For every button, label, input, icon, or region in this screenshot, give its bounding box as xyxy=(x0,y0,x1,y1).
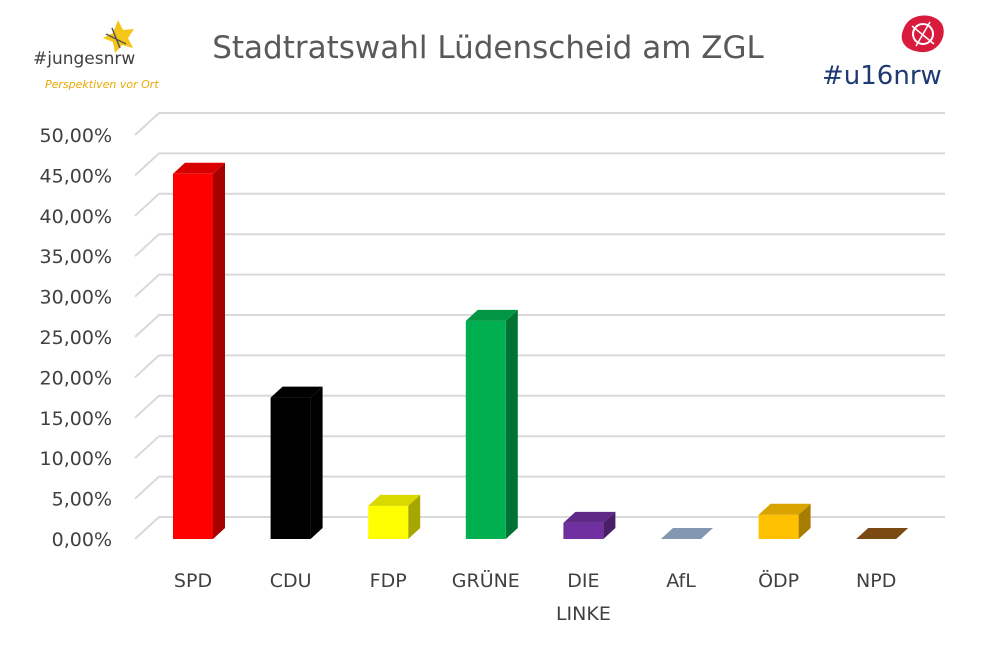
y-tick-label: 40,00% xyxy=(40,206,112,228)
y-tick-label: 50,00% xyxy=(40,125,112,147)
x-tick-label: LINKE xyxy=(556,603,611,625)
y-tick-label: 20,00% xyxy=(40,367,112,389)
y-tick-label: 5,00% xyxy=(52,489,112,511)
bars xyxy=(173,162,909,539)
y-tick-label: 35,00% xyxy=(40,246,112,268)
bar-grüne xyxy=(465,309,518,539)
gridline xyxy=(134,192,945,217)
gridline xyxy=(134,516,945,540)
y-tick-label: 0,00% xyxy=(52,529,112,551)
y-axis-ticks: 0,00% 5,00% 10,00% 15,00% 20,00% 25,00% 30,00%… xyxy=(40,125,112,551)
left-logo-text: #jungesnrw xyxy=(33,49,135,69)
bar-afl xyxy=(661,528,713,539)
star-icon xyxy=(103,20,134,53)
bar-die-linke xyxy=(563,511,616,539)
bar-npd xyxy=(856,528,909,539)
x-tick-label: SPD xyxy=(174,570,212,592)
u16nrw-logo: #u16nrw xyxy=(822,15,944,91)
gridline xyxy=(134,152,945,177)
x-tick-label: ÖDP xyxy=(758,569,799,592)
gridline xyxy=(134,435,945,459)
x-tick-label: AfL xyxy=(666,570,696,592)
gridlines xyxy=(134,112,945,540)
y-tick-label: 25,00% xyxy=(40,327,112,349)
gridline xyxy=(134,273,945,298)
gridline xyxy=(134,475,945,500)
x-tick-label: CDU xyxy=(270,570,312,592)
gridline xyxy=(134,354,945,379)
jungesnrw-logo: #jungesnrw Perspektiven vor Ort xyxy=(33,20,159,91)
gridline xyxy=(134,112,945,136)
gridline xyxy=(134,394,945,419)
x-axis-labels: SPD CDU FDP GRÜNE DIE LINKE AfL ÖDP NPD xyxy=(174,569,896,625)
chart-title: Stadtratswahl Lüdenscheid am ZGL xyxy=(212,30,764,66)
y-tick-label: 10,00% xyxy=(40,448,112,470)
gridline xyxy=(134,233,945,257)
x-tick-label: NPD xyxy=(856,570,896,592)
bar-fdp xyxy=(368,494,421,539)
y-tick-label: 15,00% xyxy=(40,408,112,430)
x-tick-label: FDP xyxy=(370,570,407,592)
scribble-icon xyxy=(901,15,944,53)
bar-ödp xyxy=(758,503,811,539)
bar-spd xyxy=(173,162,225,539)
y-tick-label: 45,00% xyxy=(40,165,112,187)
y-tick-label: 30,00% xyxy=(40,287,112,309)
x-tick-label: DIE xyxy=(567,570,599,592)
gridline xyxy=(134,314,945,338)
right-logo-text: #u16nrw xyxy=(822,61,942,91)
bar-cdu xyxy=(270,386,323,539)
x-tick-label: GRÜNE xyxy=(452,569,520,592)
left-logo-subtext: Perspektiven vor Ort xyxy=(45,78,159,91)
